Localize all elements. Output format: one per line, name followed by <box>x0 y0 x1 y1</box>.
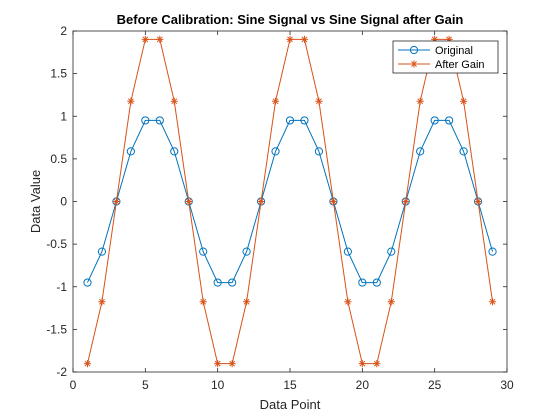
x-tick-label: 30 <box>500 378 514 392</box>
series-2-point <box>98 298 106 306</box>
series-1-point <box>459 147 468 156</box>
series-1-point <box>416 147 425 156</box>
series-1-point <box>141 116 150 125</box>
series-1-point <box>271 147 280 156</box>
series-2-point <box>358 360 366 368</box>
x-tick-label: 0 <box>70 378 77 392</box>
series-2-point <box>387 298 395 306</box>
series-2-point <box>474 197 482 206</box>
series-1-line <box>87 119 494 284</box>
chart-title: Before Calibration: Sine Signal vs Sine … <box>117 12 464 27</box>
legend-item-2: After Gain <box>398 59 485 71</box>
series-2 <box>83 35 497 368</box>
legend-marker <box>410 60 418 68</box>
series-2-point <box>329 197 337 206</box>
series-1-point <box>300 116 309 125</box>
y-tick-label: 2 <box>60 24 67 38</box>
series-2-point <box>199 298 207 306</box>
series-2-point <box>127 97 135 105</box>
x-axis-label: Data Point <box>260 397 321 412</box>
series-1-point <box>430 116 439 125</box>
y-tick-label: 1.5 <box>50 67 67 81</box>
series-1-point <box>199 247 208 256</box>
x-tick-label: 10 <box>211 378 225 392</box>
series-2-point <box>243 298 251 306</box>
legend: Original After Gain <box>392 40 499 74</box>
series-2-point <box>112 197 120 206</box>
series-2-point <box>460 97 468 105</box>
legend-label: After Gain <box>435 59 485 71</box>
series-1-point <box>228 278 237 287</box>
series-1-point <box>372 278 381 287</box>
y-tick-label: -1 <box>56 280 67 294</box>
series-1-point <box>358 278 367 287</box>
legend-box <box>392 40 499 74</box>
x-tick-label: 25 <box>428 378 442 392</box>
legend-marker <box>409 45 419 55</box>
series-2-point <box>373 360 381 368</box>
series-1-point <box>155 116 164 125</box>
series-2-point <box>300 35 309 43</box>
y-tick-label: 0.5 <box>50 152 67 166</box>
series-2-point <box>271 97 280 105</box>
series-2-point <box>228 360 236 368</box>
y-tick-label: 1 <box>60 109 67 123</box>
series-2-point <box>257 197 265 206</box>
legend-item-1: Original <box>398 45 473 57</box>
series-2-point <box>286 35 294 43</box>
series-1-point <box>314 147 324 156</box>
plot-area <box>73 31 507 372</box>
series-layer <box>83 35 497 368</box>
series-1-point <box>126 147 135 156</box>
series-1-point <box>343 247 352 256</box>
series-1-point <box>83 278 92 287</box>
y-tick-label: -0.5 <box>46 237 67 251</box>
series-1-point <box>213 278 222 287</box>
series-2-point <box>141 35 149 43</box>
x-tick-label: 15 <box>283 378 297 392</box>
series-2-point <box>402 197 410 206</box>
y-tick-label: -2 <box>56 365 67 379</box>
series-2-point <box>170 97 178 105</box>
y-tick-label: 0 <box>60 195 67 209</box>
series-2-point <box>344 298 352 306</box>
series-2-point <box>156 35 164 43</box>
y-tick-label: -1.5 <box>46 322 67 336</box>
series-1-point <box>387 247 396 256</box>
series-2-point <box>214 360 222 368</box>
axes-layer: 0 5 10 15 20 25 30 -2 -1.5 -1 -0.5 0 0.5 1 1.5 2 <box>46 24 514 392</box>
series-2-point <box>185 197 193 206</box>
series-1-point <box>170 147 179 156</box>
series-2-point <box>315 97 323 105</box>
x-tick-label: 20 <box>356 378 370 392</box>
y-axis-label: Data Value <box>28 170 43 233</box>
series-1-point <box>97 247 107 256</box>
series-2-point <box>488 298 497 306</box>
series-2-point <box>416 97 424 105</box>
legend-label: Original <box>435 45 473 57</box>
series-1-point <box>488 247 497 256</box>
series-1-point <box>445 116 454 125</box>
series-2-point <box>83 360 92 368</box>
series-1-point <box>285 116 295 125</box>
x-tick-label: 5 <box>142 378 149 392</box>
series-1-point <box>242 247 251 256</box>
